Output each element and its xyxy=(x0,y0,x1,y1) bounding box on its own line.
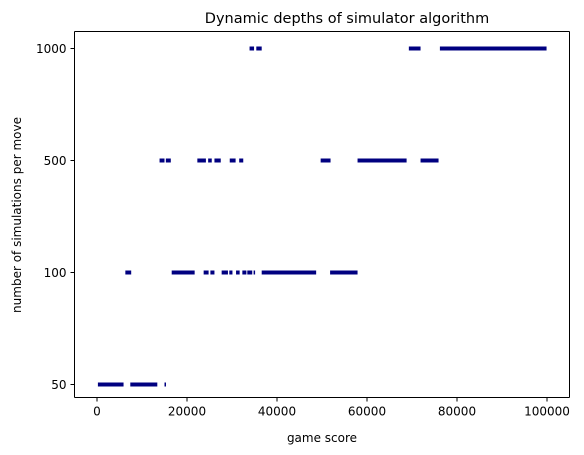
segment-500-3 xyxy=(208,158,212,163)
y-tick-label-0: 50 xyxy=(51,378,66,392)
segment-100-0 xyxy=(125,270,132,275)
x-tick-label-5: 100000 xyxy=(524,405,570,419)
x-tick-label-3: 60000 xyxy=(348,405,386,419)
segment-500-6 xyxy=(239,158,244,163)
segment-100-9 xyxy=(253,270,256,275)
y-tick-label-3: 1000 xyxy=(36,42,67,56)
plot-frame xyxy=(74,31,570,398)
plot-area xyxy=(74,31,570,398)
x-axis: 0 20000 40000 60000 80000 100000 xyxy=(93,397,570,419)
segment-1000-2 xyxy=(408,46,421,51)
chart-title: Dynamic depths of simulator algorithm xyxy=(205,11,489,27)
segment-500-7 xyxy=(320,158,331,163)
segment-100-8 xyxy=(247,270,253,275)
segment-50-2 xyxy=(164,382,166,387)
segment-500-0 xyxy=(159,158,165,163)
segment-50-1 xyxy=(130,382,158,387)
x-tick-label-2: 40000 xyxy=(258,405,296,419)
segment-100-2 xyxy=(203,270,209,275)
x-tick-label-1: 20000 xyxy=(168,405,206,419)
segment-500-2 xyxy=(197,158,206,163)
segment-100-4 xyxy=(221,270,228,275)
y-tick-label-2: 500 xyxy=(44,154,67,168)
segment-500-9 xyxy=(420,158,439,163)
x-tick-label-4: 80000 xyxy=(438,405,476,419)
segment-1000-3 xyxy=(439,46,547,51)
segment-500-4 xyxy=(214,158,221,163)
segment-100-3 xyxy=(210,270,215,275)
y-tick-label-1: 100 xyxy=(44,266,67,280)
axes-frame xyxy=(74,31,570,398)
chart-marks xyxy=(97,46,547,387)
segment-500-1 xyxy=(165,158,171,163)
y-axis-label: number of simulations per move xyxy=(10,117,24,313)
segment-50-0 xyxy=(97,382,124,387)
x-axis-label: game score xyxy=(287,431,357,445)
segment-1000-1 xyxy=(256,46,262,51)
segment-500-5 xyxy=(229,158,236,163)
segment-100-6 xyxy=(236,270,240,275)
y-axis: 50 100 500 1000 xyxy=(36,42,75,392)
segment-100-10 xyxy=(261,270,317,275)
segment-100-11 xyxy=(330,270,358,275)
segment-500-8 xyxy=(357,158,407,163)
segment-100-1 xyxy=(171,270,195,275)
segment-100-5 xyxy=(229,270,233,275)
segment-1000-0 xyxy=(249,46,255,51)
x-tick-label-0: 0 xyxy=(93,405,101,419)
segment-100-7 xyxy=(242,270,247,275)
